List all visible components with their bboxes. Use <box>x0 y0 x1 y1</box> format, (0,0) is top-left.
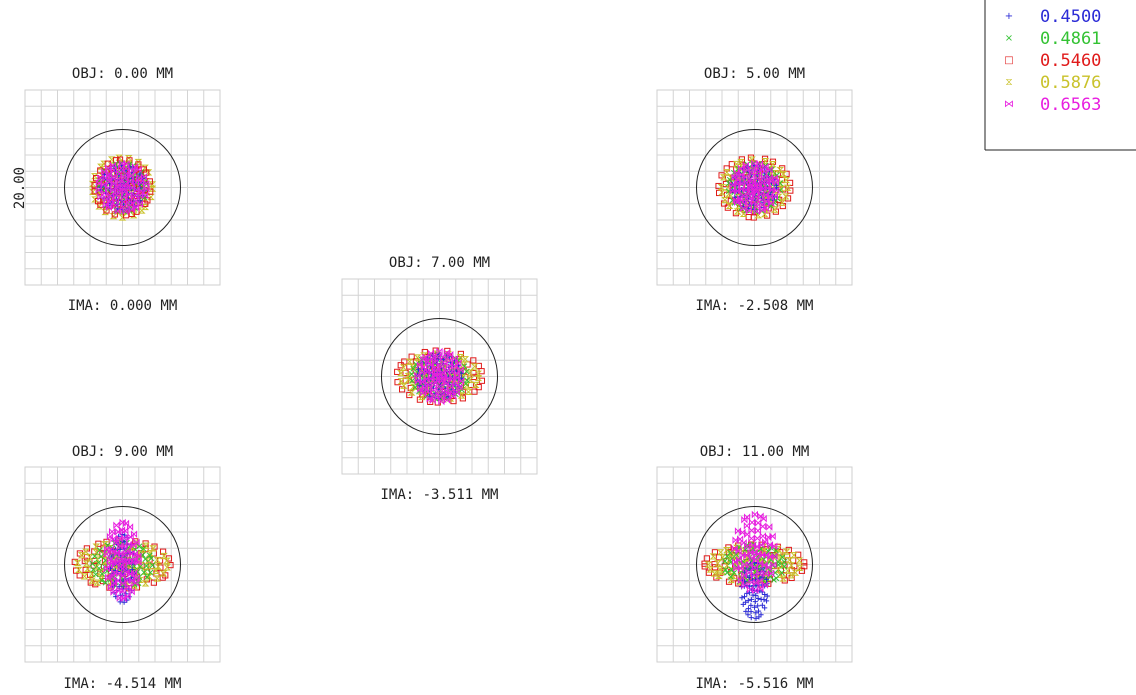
legend-item: ⧖ 0.5876 <box>1005 73 1101 93</box>
spot-series <box>95 159 150 216</box>
airy-disk <box>64 129 181 246</box>
spot-panel: OBJ: 11.00 MM IMA: -5.516 MM <box>656 444 853 692</box>
legend-marker: × <box>1005 33 1013 44</box>
spot-panel: OBJ: 5.00 MM IMA: -2.508 MM <box>656 66 853 314</box>
spot-series <box>731 510 778 595</box>
legend-label: 0.5876 <box>1040 73 1101 93</box>
legend: +0.4500 × 0.4861 □ 0.5460 ⧖ 0.5876 ⋈ 0.6563 <box>984 0 1136 151</box>
spot-panel: OBJ: 9.00 MM IMA: -4.514 MM <box>24 444 221 692</box>
grid <box>24 89 221 286</box>
ima-label: IMA: -3.511 MM <box>380 487 498 503</box>
obj-label: OBJ: 9.00 MM <box>72 444 173 460</box>
spot-series <box>729 159 780 216</box>
grid <box>656 466 853 663</box>
obj-label: OBJ: 5.00 MM <box>704 66 805 82</box>
legend-marker: ⧖ <box>1005 77 1012 88</box>
airy-disk <box>381 318 498 435</box>
ima-label: IMA: 0.000 MM <box>68 298 178 314</box>
legend-marker: ⋈ <box>1004 99 1014 110</box>
obj-label: OBJ: 7.00 MM <box>389 255 490 271</box>
legend-item: ⋈ 0.6563 <box>1004 95 1101 115</box>
obj-label: OBJ: 0.00 MM <box>72 66 173 82</box>
ima-label: IMA: -5.516 MM <box>695 676 813 692</box>
legend-label: 0.4861 <box>1040 29 1101 49</box>
airy-disk <box>696 129 813 246</box>
legend-item: □ 0.5460 <box>1004 51 1101 71</box>
spot-series <box>414 347 465 406</box>
spot-panel: OBJ: 0.00 MM IMA: 0.000 MM <box>24 66 221 314</box>
legend-label: 0.4500 <box>1040 7 1101 27</box>
grid <box>341 278 538 475</box>
legend-label: 0.5460 <box>1040 51 1101 71</box>
legend-marker: + <box>1005 11 1013 22</box>
scale-bar-label: 20.00 <box>12 167 28 209</box>
ima-label: IMA: -2.508 MM <box>695 298 813 314</box>
spot-series <box>103 518 142 603</box>
obj-label: OBJ: 11.00 MM <box>700 444 810 460</box>
legend-item: × 0.4861 <box>1005 29 1102 49</box>
airy-disk <box>64 506 181 623</box>
ima-label: IMA: -4.514 MM <box>63 676 181 692</box>
legend-label: 0.6563 <box>1040 95 1101 115</box>
airy-disk <box>696 506 813 623</box>
spot-panel: OBJ: 7.00 MM IMA: -3.511 MM <box>341 255 538 503</box>
legend-marker: □ <box>1004 55 1013 66</box>
legend-item: +0.4500 <box>1005 7 1102 27</box>
